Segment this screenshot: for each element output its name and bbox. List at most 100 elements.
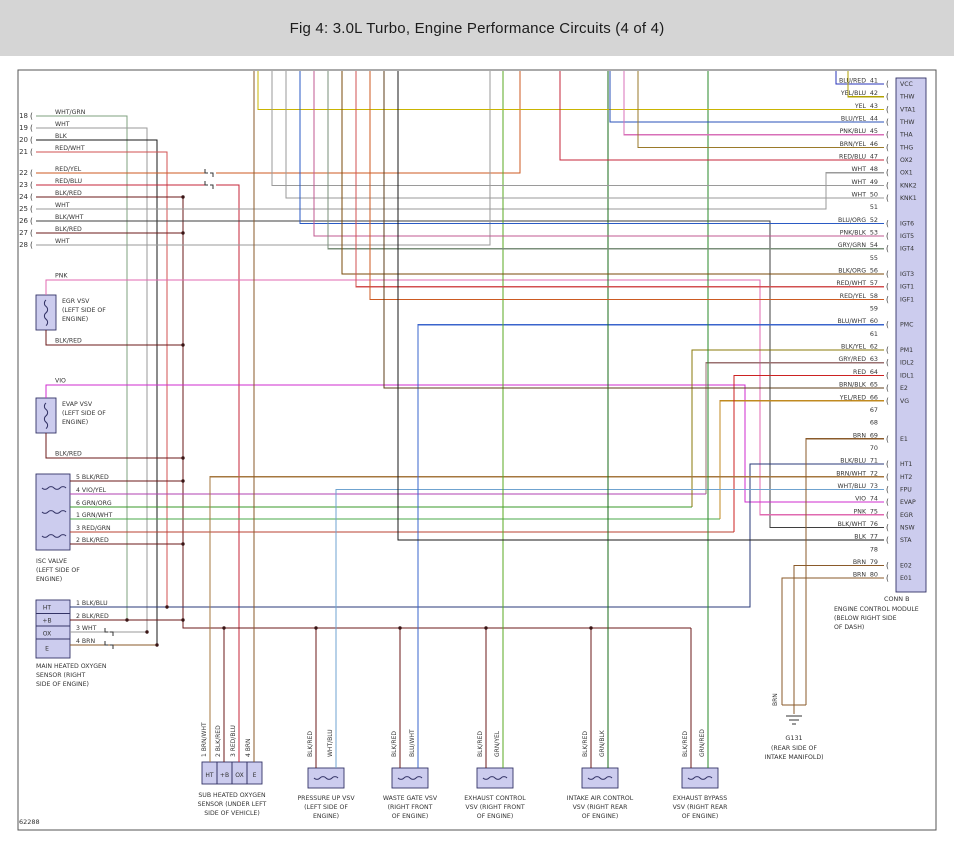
wire (45, 330, 183, 346)
ecm-pin-name: VCC (900, 81, 913, 88)
ecm-wire-label: BLK/BLU (840, 458, 866, 465)
pin-bracket-icon: ( (886, 156, 889, 165)
pin-bracket-icon: ( (886, 561, 889, 570)
wire-label: WHT (55, 202, 70, 209)
ecm-pin-name: THW (899, 94, 915, 101)
coil-symbol (687, 776, 713, 780)
ecm-wire-label: RED (853, 369, 866, 376)
ecm-wire-label: YEL (854, 103, 867, 110)
pin-bracket-icon: ( (886, 536, 889, 545)
coil-symbol (41, 510, 67, 514)
ecm-pin-name: OX2 (900, 157, 913, 164)
pin-bracket-icon: ( (30, 169, 33, 178)
wire-label: PNK (55, 273, 68, 280)
ecm-wire-label: YEL/BLU (840, 90, 866, 97)
ecm-pin-name: IDL1 (900, 372, 914, 379)
ecm-wire-label: BRN/BLK (839, 382, 867, 389)
wire-label: WHT/BLU (327, 729, 334, 757)
wire-label: 6 GRN/ORG (76, 500, 112, 507)
ecm-pin-name: THA (899, 132, 913, 139)
wire (355, 71, 884, 288)
wire (36, 127, 148, 632)
wire-label: 3 RED/BLU (230, 725, 237, 757)
junction-dot (165, 605, 169, 609)
ecm-wire-label: RED/YEL (840, 293, 867, 300)
pin-bracket-icon: ( (886, 143, 889, 152)
pin-bracket-icon: ( (30, 112, 33, 121)
wire (835, 71, 884, 85)
ecm-pin-number: 78 (870, 545, 878, 553)
inline-connector-icon (210, 172, 214, 177)
inline-connector-icon (110, 644, 114, 649)
left-pin-number: 18 (19, 112, 28, 120)
wire (559, 71, 884, 161)
ecm-wire-label: BLU/YEL (841, 116, 867, 123)
wire (271, 71, 884, 186)
pin-bracket-icon: ( (886, 244, 889, 253)
ecm-pin-number: 72 (870, 469, 878, 477)
pin-bracket-icon: ( (30, 136, 33, 145)
ecm-pin-name: KNK1 (900, 195, 917, 202)
ecm-pin-name: HT2 (900, 474, 912, 481)
pin-bracket-icon: ( (886, 118, 889, 127)
wire (417, 324, 884, 768)
junction-dot (181, 343, 185, 347)
wire (623, 71, 884, 136)
component-title: INTAKE AIR CONTROL (567, 795, 634, 802)
junction-dot (145, 630, 149, 634)
junction-dot (181, 456, 185, 460)
ecm-pin-name: IGT6 (900, 220, 914, 227)
ecm-wire-label: GRY/GRN (838, 242, 867, 249)
pin-bracket-icon: ( (886, 384, 889, 393)
ecm-pin-name: E1 (900, 436, 908, 443)
junction-dot (125, 618, 129, 622)
pin-bracket-icon: ( (886, 371, 889, 380)
ecm-pin-number: 42 (870, 89, 878, 97)
pin-bracket-icon: ( (886, 485, 889, 494)
pin-bracket-icon: ( (886, 498, 889, 507)
ecm-title: OF DASH) (834, 624, 864, 631)
ecm-pin-number: 44 (870, 115, 878, 123)
pin-bracket-icon: ( (886, 510, 889, 519)
title-bar: Fig 4: 3.0L Turbo, Engine Performance Ci… (0, 0, 954, 56)
ecm-pin-name: NSW (900, 524, 915, 531)
ecm-wire-label: GRY/RED (838, 356, 866, 363)
left-pin-number: 22 (19, 169, 28, 177)
figure-number: 62288 (19, 818, 40, 826)
wire (383, 71, 884, 389)
ecm-pin-number: 65 (870, 381, 878, 389)
component-title: (RIGHT FRONT (388, 804, 433, 811)
ground-location: INTAKE MANIFOLD) (765, 754, 824, 761)
junction-dot (181, 231, 185, 235)
wire-label: GRN/BLK (599, 729, 606, 757)
ecm-pin-name: HT1 (900, 461, 912, 468)
inline-connector-icon (210, 184, 214, 189)
wire-label: BLK/RED (682, 731, 689, 757)
ecm-pin-number: 47 (870, 153, 878, 161)
wire-label: GRN/RED (699, 729, 706, 757)
wire (719, 400, 884, 519)
pin-bracket-icon: ( (886, 434, 889, 443)
component-location: ENGINE) (62, 316, 88, 323)
wire-label: RED/BLU (55, 178, 82, 185)
wire-label: WHT (55, 121, 70, 128)
ecm-pin-number: 68 (870, 419, 878, 427)
inline-connector-icon (104, 641, 108, 646)
ecm-pin-number: 46 (870, 140, 878, 148)
ground-label: G131 (785, 734, 802, 742)
wire-label: BLK/RED (391, 731, 398, 757)
diagram-border (17, 69, 937, 831)
coil-symbol (397, 776, 423, 780)
left-pin-number: 19 (19, 124, 28, 132)
wire-label: GRN/YEL (494, 730, 501, 757)
wire (257, 71, 884, 110)
ecm-pin-number: 64 (870, 368, 878, 376)
wire (781, 577, 884, 705)
wire (36, 220, 884, 528)
wire (341, 71, 884, 275)
ecm-wire-label: RED/BLU (839, 154, 866, 161)
coil-symbol (482, 776, 508, 780)
wire-label: BLU/WHT (409, 729, 416, 757)
ecm-pin-number: 73 (870, 482, 878, 490)
